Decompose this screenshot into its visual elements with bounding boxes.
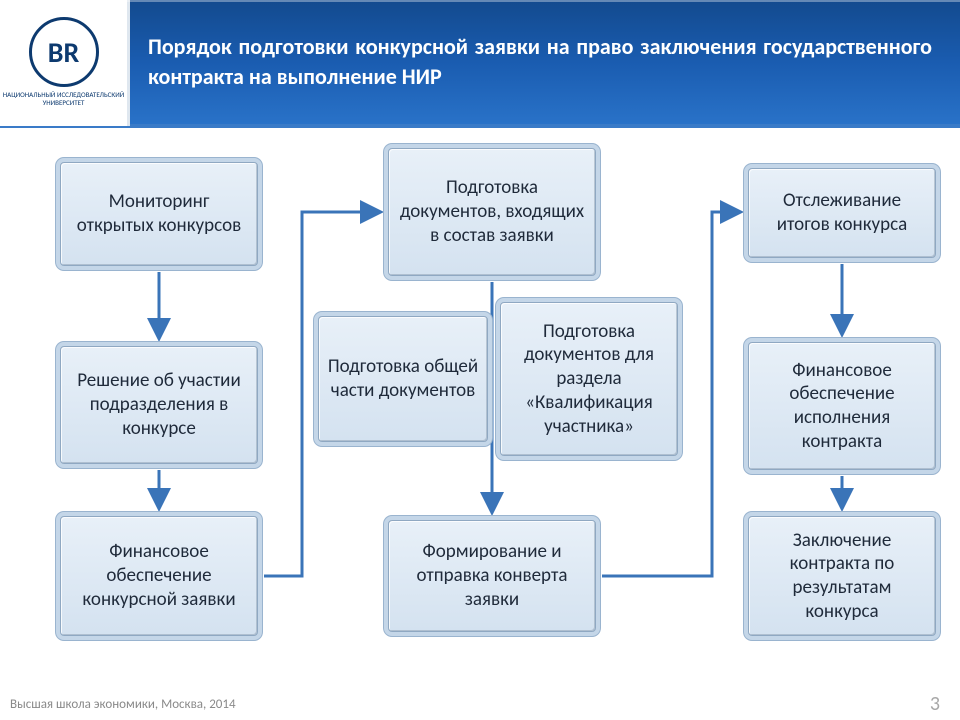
logo-area: ВR НАЦИОНАЛЬНЫЙ ИССЛЕДОВАТЕЛЬСКИЙ УНИВЕР… bbox=[0, 0, 130, 126]
flow-node-n2: Решение об участии подразделения в конку… bbox=[60, 346, 258, 464]
flow-node-n10: Заключение контракта по результатам конк… bbox=[748, 516, 936, 636]
slide-title: Порядок подготовки конкурсной заявки на … bbox=[130, 32, 960, 91]
page-number: 3 bbox=[930, 692, 940, 716]
flow-node-n4: Подготовка документов, входящих в состав… bbox=[388, 148, 596, 276]
logo-emblem: ВR bbox=[29, 17, 99, 87]
logo-caption: НАЦИОНАЛЬНЫЙ ИССЛЕДОВАТЕЛЬСКИЙ УНИВЕРСИТ… bbox=[0, 91, 127, 106]
diagram-canvas: Мониторинг открытых конкурсов Решение об … bbox=[0, 128, 960, 688]
logo-mark: ВR bbox=[48, 35, 79, 70]
slide-header: ВR НАЦИОНАЛЬНЫЙ ИССЛЕДОВАТЕЛЬСКИЙ УНИВЕР… bbox=[0, 0, 960, 128]
slide-footer: Высшая школа экономики, Москва, 2014 3 bbox=[0, 692, 960, 716]
footer-text: Высшая школа экономики, Москва, 2014 bbox=[10, 697, 236, 712]
flow-node-n9: Финансовое обеспечение исполнения контра… bbox=[748, 342, 936, 470]
flow-node-n6: Подготовка документов для раздела «Квали… bbox=[500, 302, 678, 456]
flow-node-n3: Финансовое обеспечение конкурсной заявки bbox=[60, 516, 258, 636]
flow-node-n7: Формирование и отправка конверта заявки bbox=[388, 520, 596, 632]
flow-node-n8: Отслеживание итогов конкурса bbox=[748, 168, 936, 258]
flow-node-n1: Мониторинг открытых конкурсов bbox=[60, 162, 258, 266]
flow-node-n5: Подготовка общей части документов bbox=[318, 316, 488, 442]
